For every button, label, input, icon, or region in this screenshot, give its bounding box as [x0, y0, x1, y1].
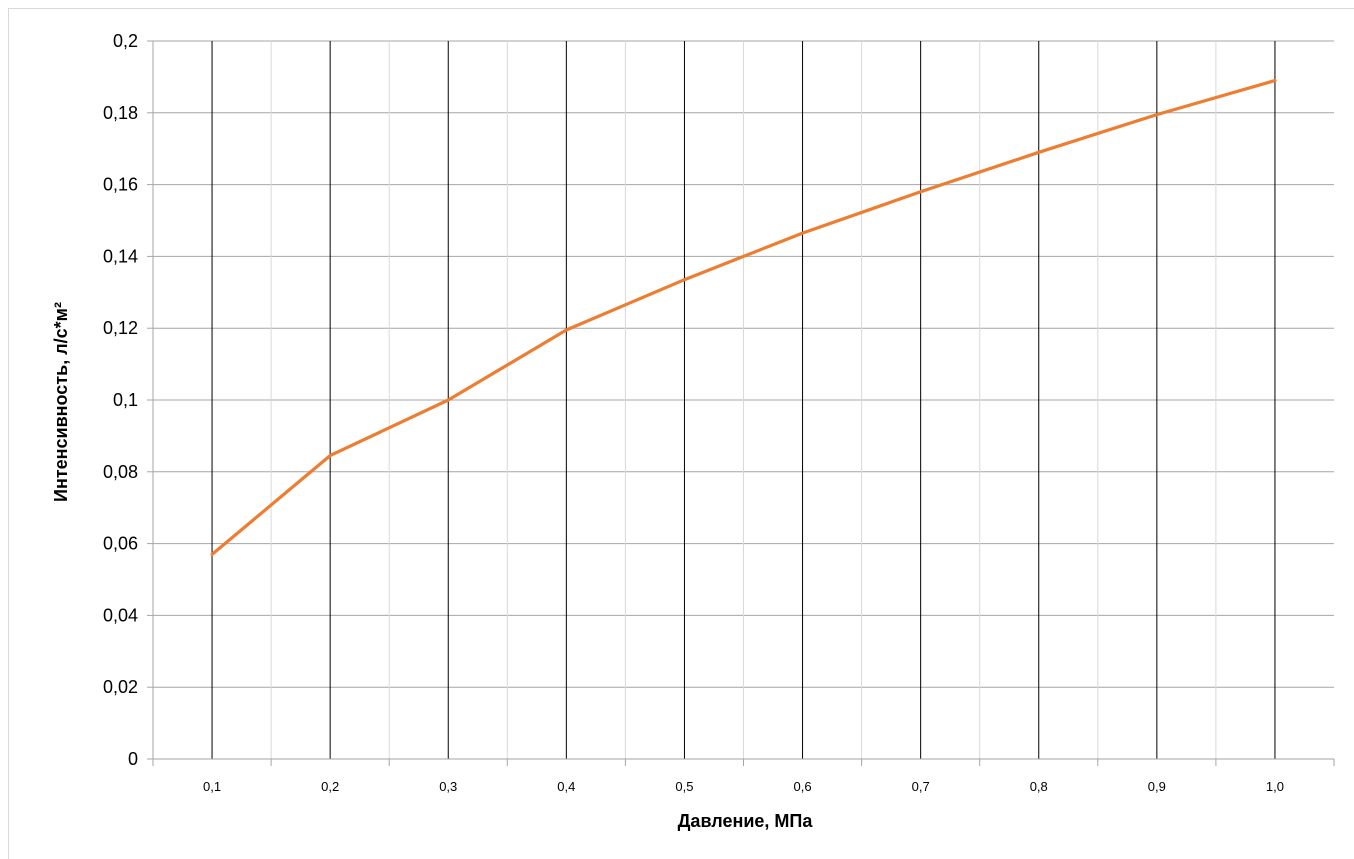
y-tick-label: 0,12	[103, 318, 138, 338]
x-tick-label: 0,6	[794, 779, 812, 794]
x-tick-label: 0,4	[557, 779, 575, 794]
y-tick-label: 0,18	[103, 103, 138, 123]
x-axis-title: Давление, МПа	[678, 811, 814, 831]
y-tick-label: 0,1	[113, 390, 138, 410]
y-tick-label: 0,08	[103, 462, 138, 482]
x-tick-label: 0,7	[912, 779, 930, 794]
x-tick-labels: 0,1 0,2 0,3 0,4 0,5 0,6 0,7 0,8 0,9 1,0	[203, 779, 1284, 794]
x-tick-label: 0,2	[321, 779, 339, 794]
y-tick-labels: 0 0,02 0,04 0,06 0,08 0,1 0,12 0,14 0,16 0,18 0,2	[103, 31, 138, 769]
x-tick-label: 0,1	[203, 779, 221, 794]
axes	[147, 40, 1335, 766]
x-tick-label: 0,5	[675, 779, 693, 794]
x-tick-label: 1,0	[1266, 779, 1284, 794]
chart-frame	[8, 8, 1354, 859]
x-tick-label: 0,9	[1148, 779, 1166, 794]
y-tick-label: 0,06	[103, 534, 138, 554]
vertical-gridlines	[211, 41, 1276, 759]
series-lines	[210, 78, 1277, 557]
y-tick-label: 0,16	[103, 175, 138, 195]
y-tick-label: 0	[128, 749, 138, 769]
y-tick-label: 0,02	[103, 677, 138, 697]
y-tick-label: 0,14	[103, 246, 138, 266]
y-tick-label: 0,04	[103, 605, 138, 625]
x-tick-label: 0,3	[439, 779, 457, 794]
x-tick-label: 0,8	[1030, 779, 1048, 794]
series-line	[210, 78, 1277, 557]
y-tick-label: 0,2	[113, 31, 138, 51]
y-axis-title: Интенсивность, л/с*м²	[51, 302, 71, 502]
